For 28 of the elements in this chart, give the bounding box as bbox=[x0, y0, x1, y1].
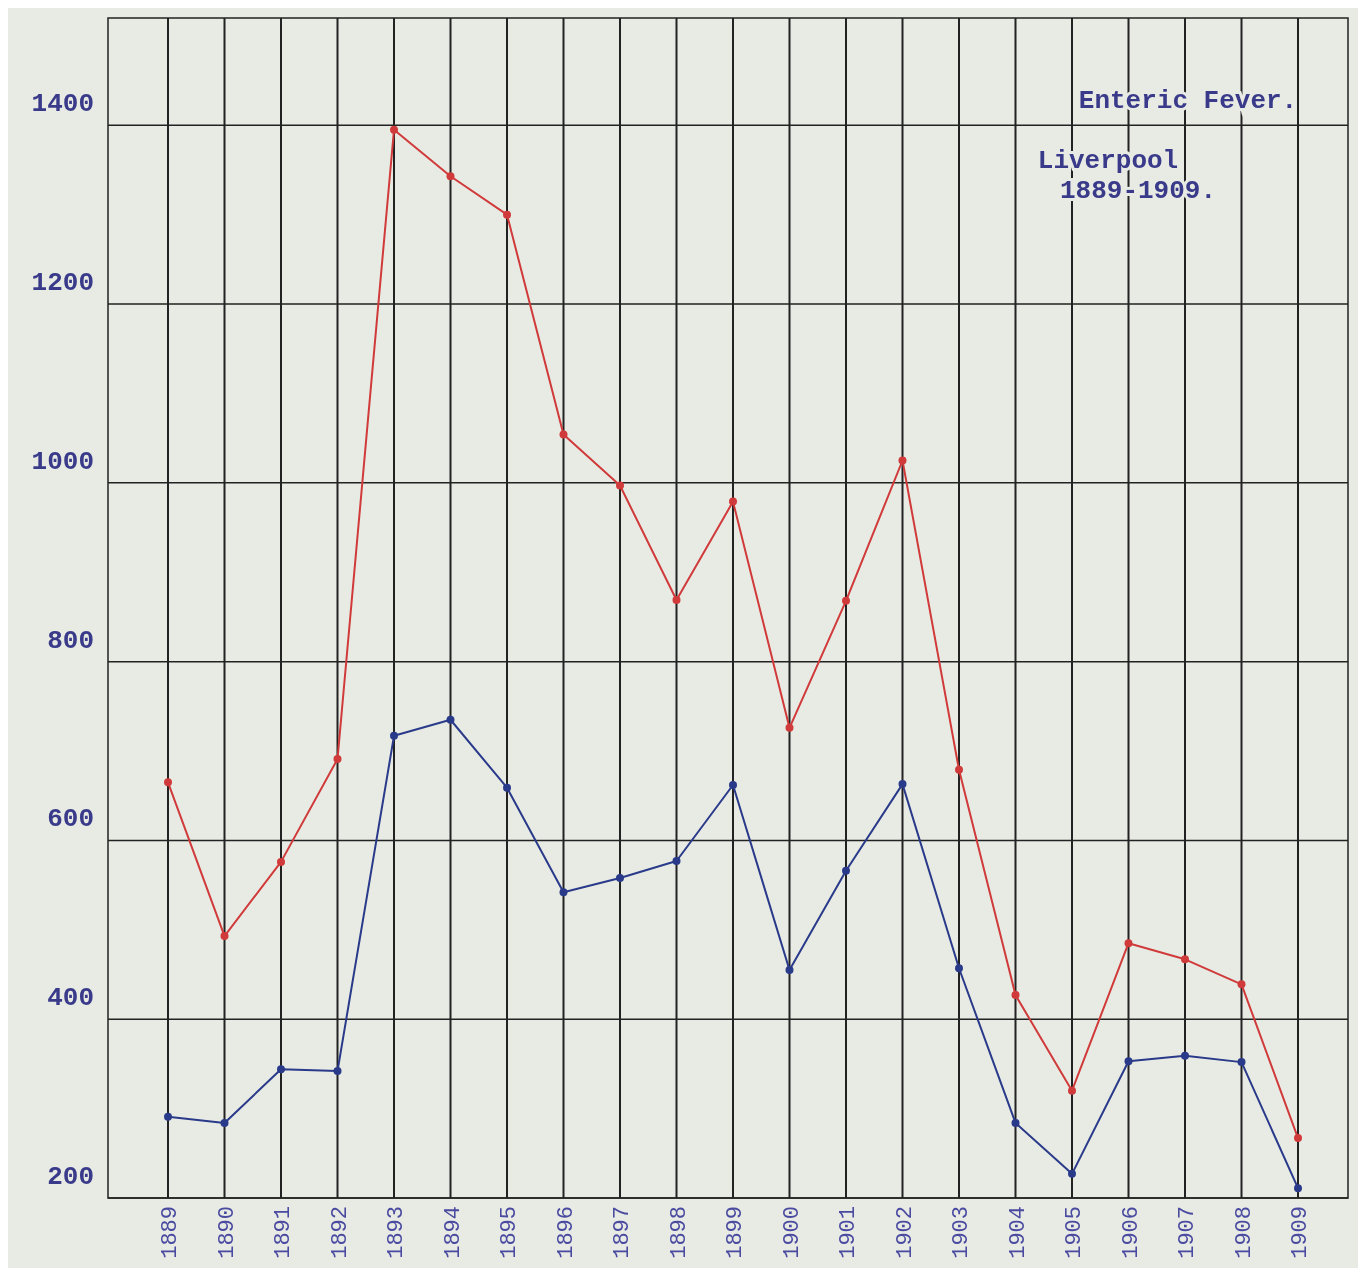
y-tick-label: 1400 bbox=[31, 89, 94, 120]
x-tick-label: 1892 bbox=[327, 1206, 353, 1259]
y-tick-label: 1200 bbox=[31, 268, 94, 299]
y-tick-label: 800 bbox=[47, 625, 94, 656]
x-tick-label: 1901 bbox=[836, 1206, 861, 1259]
x-tick-label: 1905 bbox=[1062, 1206, 1087, 1259]
y-tick-label: 600 bbox=[47, 804, 94, 835]
x-tick-label: 1895 bbox=[497, 1206, 522, 1259]
y-tick-label: 200 bbox=[47, 1162, 94, 1192]
x-tick-label: 1903 bbox=[949, 1206, 974, 1259]
x-tick-label: 1898 bbox=[666, 1206, 692, 1259]
x-tick-label: 1900 bbox=[779, 1206, 805, 1259]
x-tick-label: 1906 bbox=[1118, 1206, 1144, 1259]
x-tick-label: 1891 bbox=[271, 1206, 296, 1259]
x-tick-label: 1907 bbox=[1175, 1206, 1200, 1259]
x-tick-label: 1894 bbox=[440, 1206, 466, 1259]
x-tick-label: 1902 bbox=[892, 1206, 918, 1259]
y-tick-label: 1000 bbox=[31, 446, 94, 477]
x-tick-label: 1890 bbox=[214, 1206, 240, 1259]
x-tick-label: 1896 bbox=[553, 1206, 579, 1259]
x-tick-label: 1893 bbox=[384, 1206, 409, 1259]
x-tick-label: 1909 bbox=[1288, 1206, 1313, 1259]
x-tick-label: 1897 bbox=[610, 1206, 635, 1259]
x-tick-label: 1889 bbox=[158, 1206, 183, 1259]
x-tick-label: 1904 bbox=[1005, 1206, 1031, 1259]
x-tick-label: 1899 bbox=[723, 1206, 748, 1259]
y-tick-label: 400 bbox=[47, 983, 94, 1014]
x-tick-label: 1908 bbox=[1231, 1206, 1257, 1259]
